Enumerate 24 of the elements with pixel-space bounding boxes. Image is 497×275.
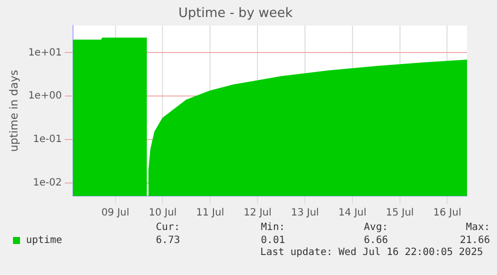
x-tick-label: 16 Jul (433, 208, 462, 219)
text: 21.66 (458, 235, 490, 246)
x-tick-label: 12 Jul (244, 208, 272, 219)
chart-title: Uptime - by week (178, 6, 294, 22)
text: 0.01 (260, 235, 285, 246)
y-tick-label: 1e+01 (28, 47, 62, 58)
x-tick-label: 13 Jul (290, 208, 319, 219)
x-tick-label: 09 Jul (101, 208, 130, 219)
y-tick-label: 1e+00 (28, 90, 62, 102)
text: Cur: (154, 222, 180, 233)
text: Max: (464, 222, 490, 233)
legend-label: uptime (26, 235, 62, 246)
x-tick-label: 10 Jul (148, 208, 177, 219)
text: 6.73 (154, 235, 180, 246)
text: Last update: Wed Jul 16 22:00:05 2025 (260, 247, 483, 258)
x-tick-label: 11 Jul (196, 208, 224, 219)
y-tick-label: 1e-02 (32, 178, 62, 189)
text: Min: (260, 222, 285, 233)
y-tick-label: 1e-01 (32, 134, 62, 146)
x-tick-label: 15 Jul (386, 208, 414, 219)
x-tick-label: 14 Jul (338, 208, 366, 219)
text: 6.66 (362, 235, 388, 246)
y-axis-title: uptime in days (7, 70, 20, 152)
text: Avg: (362, 222, 388, 233)
